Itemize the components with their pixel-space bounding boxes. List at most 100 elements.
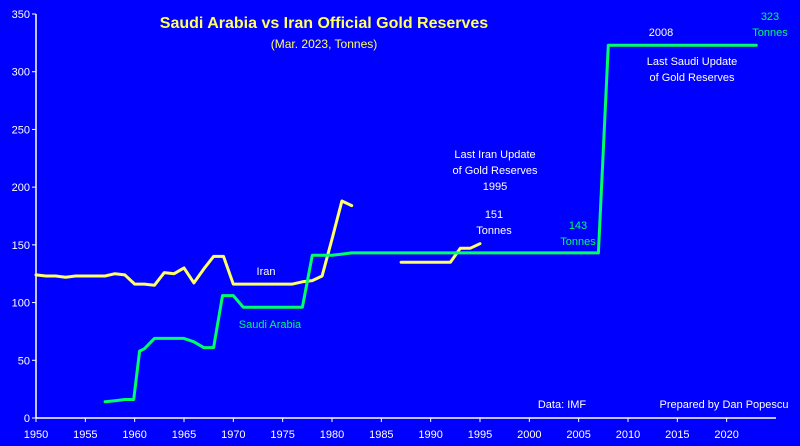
chart-credit: Prepared by Dan Popescu [659,399,788,411]
iran-data-point [341,200,343,202]
saudi-arabia-data-point [223,295,224,297]
iran-data-point [440,261,441,263]
x-tick-label: 1995 [468,429,492,441]
saudi-arabia-data-point [173,337,175,339]
iran-data-point [430,261,432,263]
iran-data-point [459,247,461,249]
saudi-arabia-data-point [607,44,609,46]
saudi-arabia-data-point [272,306,274,308]
x-tick-label: 2015 [665,429,689,441]
saudi-final-value-number: 323 [761,11,779,23]
x-tick-label: 2000 [517,429,541,441]
saudi-arabia-line-segment-1 [103,43,758,404]
iran-data-point [272,283,274,285]
iran-data-point [153,284,155,286]
y-tick-label: 250 [12,124,30,136]
x-tick-label: 1955 [73,429,97,441]
y-tick-label: 200 [12,182,30,194]
saudi-arabia-data-point [755,44,757,46]
iran-data-point [213,255,215,257]
data-source: Data: IMF [538,399,587,411]
iran-data-point [124,274,126,276]
saudi-arabia-data-point [301,306,303,308]
iran-data-point [331,238,333,240]
x-tick-label: 1950 [24,429,48,441]
saudi-series-label: Saudi Arabia [239,319,302,331]
iran-data-point [292,283,293,285]
saudi-update-line-2: of Gold Reserves [650,72,735,84]
saudi-arabia-data-point [153,337,155,339]
iran-data-point [193,282,195,284]
saudi-arabia-data-point [124,399,126,400]
iran-data-point [479,243,481,245]
x-tick-label: 1960 [122,429,146,441]
iran-update-line-1: Last Iran Update [454,149,535,161]
iran-data-point [203,268,205,270]
iran-data-point [242,283,244,285]
iran-data-point [75,275,76,277]
iran-data-point [410,261,412,263]
iran-value-unit: Tonnes [476,225,512,237]
y-tick-label: 350 [12,9,30,21]
x-tick-label: 1975 [270,429,294,441]
saudi-arabia-data-point [232,295,234,297]
chart-subtitle: (Mar. 2023, Tonnes) [271,37,378,51]
iran-data-point [469,247,471,249]
x-tick-label: 1965 [172,429,196,441]
x-tick-label: 1985 [369,429,393,441]
saudi-mid-value-unit: Tonnes [560,236,596,248]
saudi-arabia-data-point [262,306,264,308]
saudi-arabia-data-point [341,253,343,255]
iran-data-point [84,275,86,277]
saudi-final-value-unit: Tonnes [752,27,788,39]
iran-update-year: 1995 [483,181,507,193]
saudi-arabia-data-point [163,337,165,339]
iran-data-point [55,275,57,277]
iran-data-point [321,275,323,277]
saudi-arabia-data-point [144,348,145,350]
iran-data-point [183,267,185,269]
saudi-mid-value-number: 143 [569,220,587,232]
saudi-arabia-data-point [213,347,215,349]
saudi-arabia-data-point [133,399,135,400]
iran-data-point [65,276,67,278]
x-tick-label: 1990 [418,429,442,441]
saudi-arabia-data-point [114,400,116,402]
saudi-arabia-data-point [597,252,599,254]
saudi-arabia-data-point [104,401,106,403]
y-tick-label: 50 [18,355,30,367]
saudi-arabia-data-point [351,252,353,254]
iran-data-point [163,272,165,274]
iran-data-point [262,283,264,285]
y-tick-label: 300 [12,67,30,79]
saudi-arabia-data-point [242,306,244,308]
y-tick-label: 100 [12,298,30,310]
iran-value-number: 151 [485,209,503,221]
saudi-arabia-data-point [292,306,293,308]
saudi-arabia-data-point [331,254,333,256]
iran-data-point [282,283,284,285]
saudi-arabia-data-point [193,341,195,343]
iran-data-point [420,261,422,263]
saudi-arabia-data-point [203,347,205,349]
y-tick-label: 150 [12,240,30,252]
x-axis-ticks: 1950 1955 1960 1965 1970 1975 1980 1985 1990 1995… [24,418,739,441]
iran-data-point [45,275,47,277]
iran-data-point [94,275,96,277]
iran-data-point [311,280,313,282]
series-layer [34,43,758,404]
iran-data-point [301,281,303,283]
saudi-update-line-1: Last Saudi Update [647,56,738,68]
iran-data-point [134,283,136,285]
iran-data-point [35,274,37,276]
saudi-arabia-data-point [222,295,223,297]
saudi-arabia-data-point [676,44,678,46]
x-tick-label: 2020 [714,429,738,441]
x-tick-label: 1970 [221,429,245,441]
iran-data-point [400,261,402,263]
y-axis-ticks: 0 50 100 150 200 250 300 350 [12,9,36,425]
saudi-arabia-data-point [252,306,254,308]
iran-data-point [252,283,254,285]
